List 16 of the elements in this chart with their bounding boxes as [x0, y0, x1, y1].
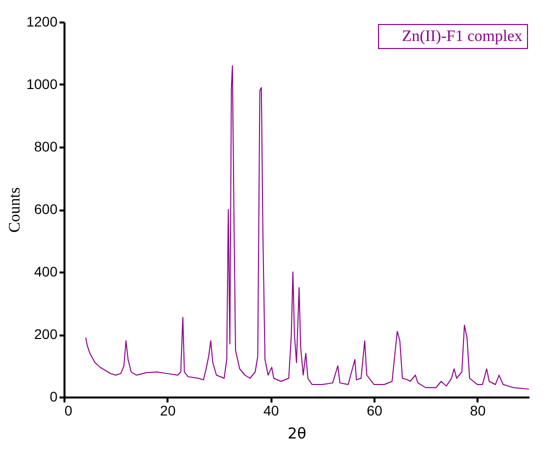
text: Zn(II)-F1 complex — [402, 28, 522, 45]
y-tick-label: 200 — [34, 326, 58, 342]
y-tick-label: 1000 — [26, 76, 58, 92]
x-tick-label: 80 — [470, 402, 486, 418]
x-tick-label: 0 — [64, 402, 72, 418]
y-tick-label: 600 — [34, 201, 58, 217]
x-axis-title: 2θ — [288, 424, 306, 442]
y-axis-title: Counts — [6, 187, 24, 233]
y-tick-label: 1200 — [26, 14, 58, 30]
line-series — [85, 65, 530, 390]
x-tick-label: 40 — [263, 402, 280, 418]
y-tick-label: 400 — [34, 264, 58, 280]
x-tick-label: 60 — [366, 402, 382, 418]
x-tick-label: 20 — [160, 402, 176, 418]
y-tick-label: 800 — [34, 138, 58, 154]
y-tick-label: 0 — [50, 388, 58, 404]
